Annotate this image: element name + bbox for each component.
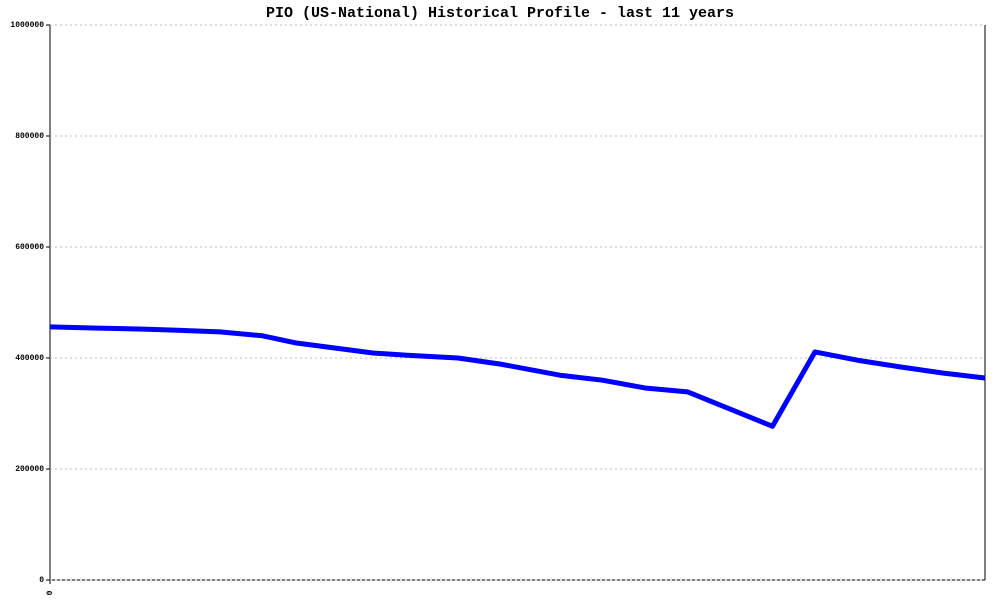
- chart-title: PIO (US-National) Historical Profile - l…: [266, 5, 734, 22]
- y-tick-label: 1000000: [10, 21, 44, 30]
- data-line: [49, 324, 986, 429]
- y-tick-label: 800000: [15, 132, 44, 141]
- y-tick-label: 400000: [15, 354, 44, 363]
- y-tick-label: 200000: [15, 465, 44, 474]
- x-tick-label: 0: [46, 590, 55, 595]
- y-tick-label: 600000: [15, 243, 44, 252]
- y-tick-label: 0: [39, 576, 44, 585]
